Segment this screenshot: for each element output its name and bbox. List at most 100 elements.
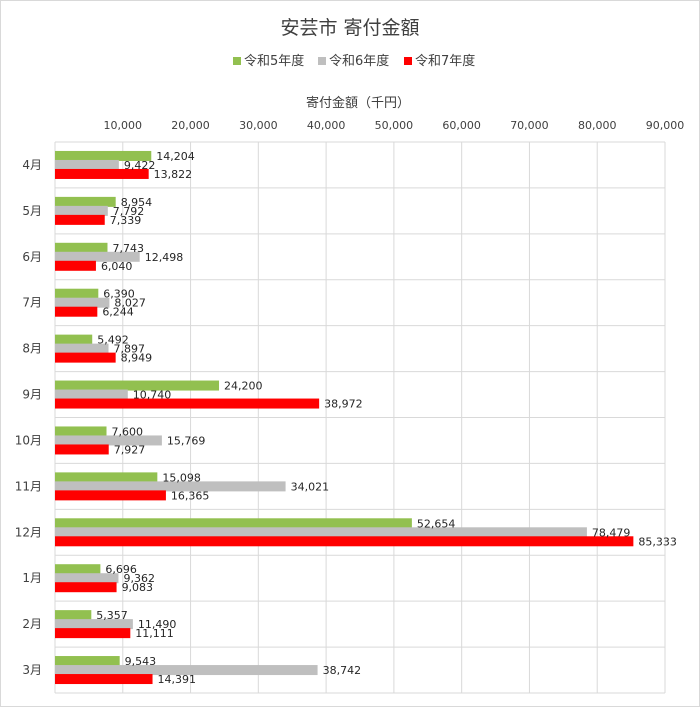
data-label: 15,098 xyxy=(162,471,201,484)
bar xyxy=(55,380,220,391)
bar xyxy=(55,472,158,483)
x-tick-label: 20,000 xyxy=(171,119,210,132)
bar xyxy=(55,564,101,575)
category-label: 5月 xyxy=(22,204,42,218)
category-label: 10月 xyxy=(15,433,42,447)
bar xyxy=(55,334,93,345)
x-tick-labels: 10,000 20,000 30,000 40,000 50,000 60,000 70,0… xyxy=(104,119,685,132)
data-label: 7,897 xyxy=(114,343,146,356)
legend: 令和5年度 令和6年度 令和7年度 xyxy=(233,53,475,69)
bar xyxy=(55,628,131,639)
data-label: 9,422 xyxy=(124,159,156,172)
data-label: 7,339 xyxy=(110,214,142,227)
bar xyxy=(55,214,105,225)
category-label: 4月 xyxy=(22,158,42,172)
data-label: 7,743 xyxy=(112,242,144,255)
x-tick-label: 90,000 xyxy=(646,119,685,132)
bar xyxy=(55,573,119,584)
x-tick-label: 70,000 xyxy=(510,119,549,132)
bar xyxy=(55,674,153,685)
data-label: 38,972 xyxy=(324,398,363,411)
data-label: 13,822 xyxy=(154,168,193,181)
gridlines xyxy=(54,141,666,694)
bar xyxy=(55,398,320,409)
data-label: 78,479 xyxy=(592,526,631,539)
x-tick-label: 60,000 xyxy=(442,119,481,132)
data-label: 6,244 xyxy=(102,306,133,319)
legend-label-1: 令和5年度 xyxy=(244,53,304,69)
data-label: 14,391 xyxy=(158,673,197,686)
x-axis-title: 寄付金額（千円） xyxy=(306,95,410,111)
data-label: 34,021 xyxy=(291,480,330,493)
x-tick-label: 80,000 xyxy=(578,119,617,132)
bar xyxy=(55,196,116,207)
category-label: 6月 xyxy=(22,250,42,264)
data-label: 11,490 xyxy=(138,618,177,631)
bar xyxy=(55,610,92,621)
category-label: 2月 xyxy=(22,617,42,631)
data-label: 52,654 xyxy=(417,517,456,530)
legend-label-3: 令和7年度 xyxy=(415,53,475,69)
data-label: 7,600 xyxy=(112,425,144,438)
bar xyxy=(55,582,117,593)
data-label: 85,333 xyxy=(638,535,677,548)
bar xyxy=(55,536,634,547)
data-label: 5,357 xyxy=(96,609,128,622)
data-label: 5,492 xyxy=(97,334,129,347)
data-label: 15,769 xyxy=(167,434,206,447)
data-label: 11,111 xyxy=(135,627,174,640)
category-label: 7月 xyxy=(22,296,42,310)
legend-swatch-2 xyxy=(318,57,326,65)
bar xyxy=(55,251,140,262)
bar xyxy=(55,242,108,253)
bar xyxy=(55,435,162,446)
data-label: 7,792 xyxy=(113,205,144,218)
data-label: 6,040 xyxy=(101,260,133,273)
category-label: 8月 xyxy=(22,342,42,356)
x-tick-label: 10,000 xyxy=(104,119,143,132)
bar xyxy=(55,306,98,317)
bar xyxy=(55,260,96,271)
bar xyxy=(55,518,412,529)
bar xyxy=(55,168,149,179)
category-label: 11月 xyxy=(15,479,42,493)
data-label: 6,696 xyxy=(105,563,137,576)
bar xyxy=(55,426,107,437)
data-label: 38,742 xyxy=(323,664,362,677)
bar xyxy=(55,352,116,363)
data-label: 16,365 xyxy=(171,489,210,502)
category-label: 12月 xyxy=(15,525,42,539)
category-label: 9月 xyxy=(22,388,42,402)
category-labels: 4月 5月 6月 7月 8月 9月 10月 11月 12月 1月 2月 3月 xyxy=(15,158,42,677)
bar xyxy=(55,656,120,667)
bar xyxy=(55,159,119,170)
bar xyxy=(55,490,166,501)
chart-title: 安芸市 寄付金額 xyxy=(280,17,419,39)
data-label: 8,954 xyxy=(121,196,153,209)
bar xyxy=(55,527,587,538)
bar xyxy=(55,150,152,161)
data-label: 14,204 xyxy=(156,150,195,163)
legend-swatch-1 xyxy=(233,57,241,65)
data-label: 9,543 xyxy=(125,655,156,668)
category-label: 1月 xyxy=(22,571,42,585)
data-label: 8,027 xyxy=(114,297,145,310)
bar xyxy=(55,665,318,676)
bar xyxy=(55,389,128,400)
data-label: 24,200 xyxy=(224,380,263,393)
x-tick-label: 40,000 xyxy=(307,119,346,132)
data-label: 7,927 xyxy=(114,443,146,456)
bars xyxy=(55,150,634,685)
data-label: 6,390 xyxy=(103,288,135,301)
data-label: 12,498 xyxy=(145,251,184,264)
x-tick-label: 30,000 xyxy=(239,119,278,132)
bar xyxy=(55,444,109,455)
x-tick-label: 50,000 xyxy=(375,119,414,132)
bar xyxy=(55,297,110,308)
bar xyxy=(55,481,286,492)
data-label: 10,740 xyxy=(133,389,172,402)
bar xyxy=(55,343,109,354)
data-label: 8,949 xyxy=(121,352,152,365)
bar xyxy=(55,619,133,630)
